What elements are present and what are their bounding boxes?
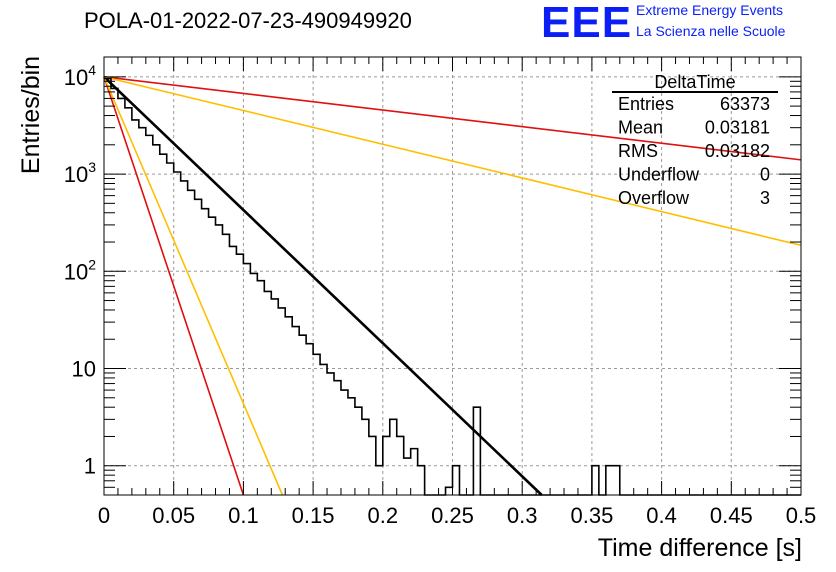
y-tick-label: 103 — [64, 159, 96, 187]
x-tick-label: 0.45 — [710, 503, 753, 528]
stats-row-label: Mean — [618, 118, 663, 138]
series-line — [103, 76, 802, 161]
chart-title: POLA-01-2022-07-23-490949920 — [84, 8, 412, 33]
x-tick-label: 0.5 — [786, 503, 817, 528]
x-tick-label: 0.35 — [570, 503, 613, 528]
x-tick-label: 0.4 — [646, 503, 677, 528]
x-tick-label: 0.15 — [292, 503, 335, 528]
stats-row-value: 63373 — [720, 94, 770, 114]
logo-text-line1: Extreme Energy Events — [636, 2, 784, 18]
eee-logo: EEE — [541, 0, 633, 47]
y-tick-label: 10 — [72, 357, 96, 382]
stats-row-value: 0.03182 — [705, 141, 770, 161]
stats-row-label: Entries — [618, 94, 674, 114]
series-line — [103, 76, 802, 247]
grid-lines — [104, 57, 801, 495]
x-tick-label: 0.25 — [431, 503, 474, 528]
stats-row-value: 3 — [760, 188, 770, 208]
series-line — [103, 75, 543, 496]
stats-row-label: Overflow — [618, 188, 690, 208]
x-tick-label: 0.1 — [228, 503, 259, 528]
x-axis-label: Time difference [s] — [597, 534, 802, 562]
stats-row-value: 0 — [760, 165, 770, 185]
stats-row-label: Underflow — [618, 165, 700, 185]
y-tick-label: 1 — [84, 454, 96, 479]
plot-frame — [103, 56, 802, 496]
x-tick-label: 0.05 — [152, 503, 195, 528]
stats-box-name: DeltaTime — [654, 72, 735, 92]
x-tick-label: 0.3 — [507, 503, 538, 528]
x-tick-label: 0 — [98, 503, 110, 528]
y-tick-label: 102 — [64, 256, 96, 284]
stats-row-label: RMS — [618, 141, 658, 161]
series-line — [103, 76, 284, 496]
stats-row-value: 0.03181 — [705, 118, 770, 138]
y-tick-label: 104 — [64, 62, 96, 90]
fit-curves — [103, 75, 802, 496]
axes: 0 0.05 0.1 0.15 0.2 0.25 0.3 0.35 0.4 0.45 0.5 1 10 1… — [64, 56, 817, 528]
series-line — [103, 76, 245, 496]
logo-text-line2: La Scienza nelle Scuole — [636, 23, 786, 39]
x-tick-label: 0.2 — [368, 503, 399, 528]
